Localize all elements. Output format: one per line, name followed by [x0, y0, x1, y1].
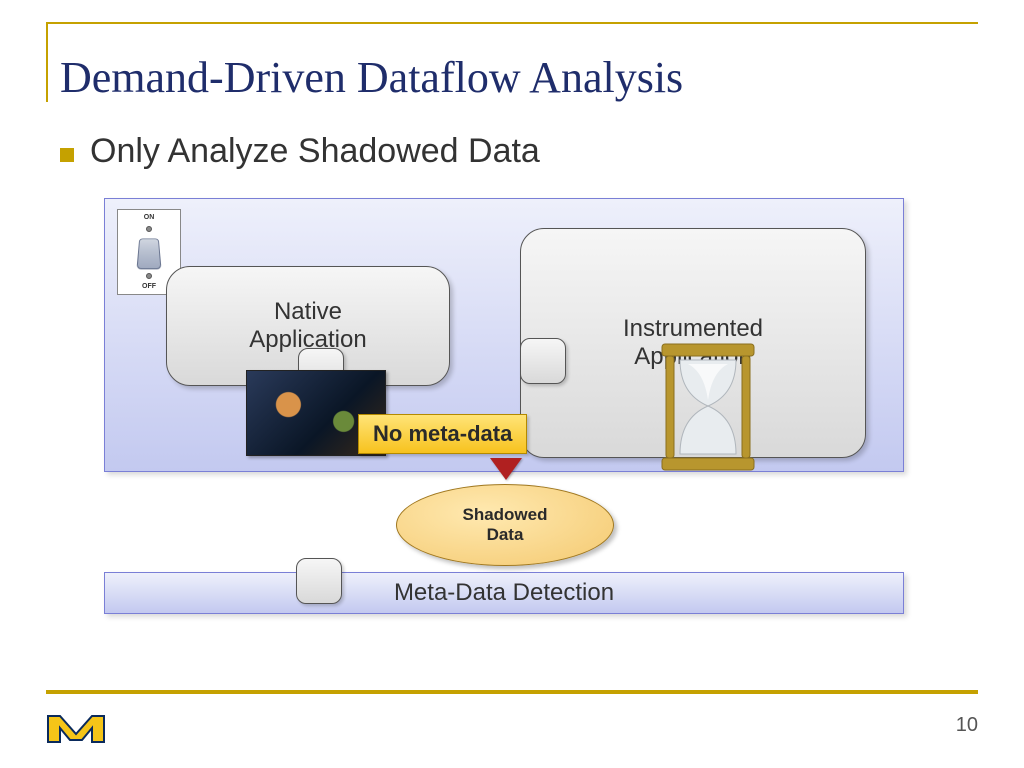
meta-data-detection-label: Meta-Data Detection: [394, 579, 614, 607]
switch-dot-top: [146, 226, 152, 232]
switch-dot-bottom: [146, 273, 152, 279]
native-app-label: Native Application: [249, 298, 366, 354]
switch-lever: [136, 238, 161, 269]
switch-off-label: OFF: [142, 283, 156, 290]
small-box-2: [520, 338, 566, 384]
footer-rule: [46, 690, 978, 694]
michigan-m-logo: [46, 702, 106, 746]
meta-data-detection-bar: Meta-Data Detection: [104, 572, 904, 614]
small-box-3: [296, 558, 342, 604]
no-metadata-banner: No meta-data: [358, 414, 527, 454]
switch-on-label: ON: [144, 214, 155, 221]
bullet-text: Only Analyze Shadowed Data: [90, 132, 540, 171]
shadowed-data-callout: Shadowed Data: [396, 484, 614, 566]
red-arrow-icon: [490, 458, 522, 480]
slide-title: Demand-Driven Dataflow Analysis: [60, 52, 683, 103]
bullet-item: Only Analyze Shadowed Data: [60, 132, 540, 171]
bullet-square-icon: [60, 148, 74, 162]
hourglass-icon: [654, 342, 762, 472]
page-number: 10: [956, 714, 978, 737]
shadowed-data-label: Shadowed Data: [462, 505, 547, 544]
